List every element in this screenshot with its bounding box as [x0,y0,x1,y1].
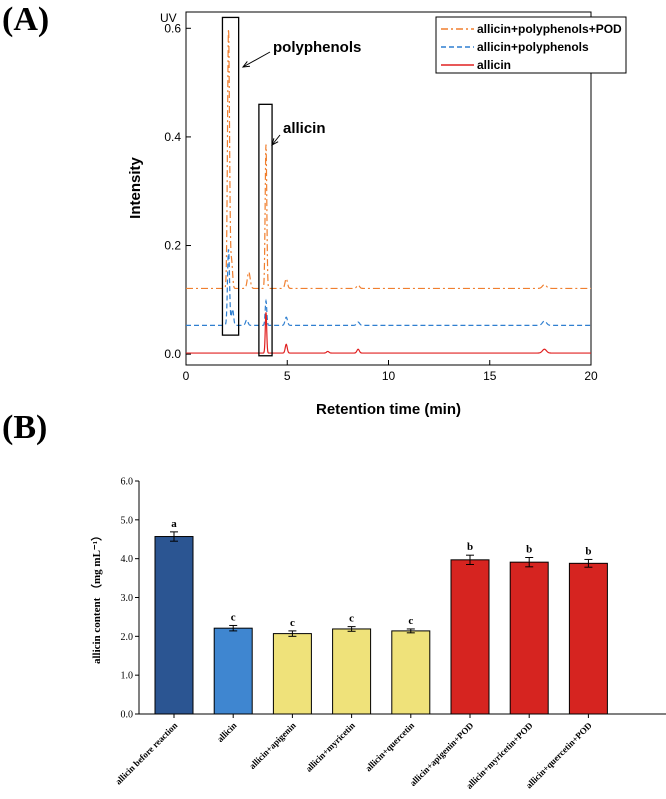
chromatogram-y-tick-label: 0.4 [164,130,181,144]
legend-box [435,16,627,74]
bar-category-label: allicin+apigenin [247,720,298,771]
peak-annotation-group: polyphenols allicin [221,16,361,357]
allicin-content-bar-chart: a c c c c b b b 0.0 1.0 2.0 3.0 4.0 5.0 6.0 allicin be… [90,477,666,791]
significance-letter: b [526,544,532,556]
significance-letter: b [585,545,591,557]
annotation-arrow-line [271,134,281,146]
bar-category-label: allicin+quercetin+POD [524,720,594,790]
bar-chart-y-tick-label: 4.0 [121,554,134,565]
panel-label-b: (B) [2,409,47,446]
panel-label-a: (A) [2,1,49,38]
significance-letter: a [171,518,177,530]
bar-chart-y-tick-label: 5.0 [121,515,134,526]
chromatogram-y-tick-label: 0.6 [164,21,181,35]
significance-letter: c [349,613,354,625]
bar-8 [568,562,608,715]
chromatogram-series-group [186,29,591,354]
bar-category-label: allicin [215,720,239,744]
chromatogram-x-axis-title: Retention time (min) [316,401,461,418]
significance-letter: c [408,615,413,627]
peak-annotation-label: allicin [283,120,326,137]
peak-annotation-label: polyphenols [273,39,361,56]
significance-letter: c [231,611,236,623]
bar-category-label: allicin before reaction [113,720,179,786]
chromatogram-y-axis-title: Intensity [127,157,144,219]
bar-category-label: allicin+apigenin+POD [408,720,476,788]
annotation-arrow-head [271,138,279,147]
peak-highlight-box-1 [221,16,240,336]
bar-chart-y-tick-label: 0.0 [121,710,134,721]
chromatogram-y-tick-label: 0.0 [164,347,181,361]
bar-chart-y-tick-label: 1.0 [121,671,134,682]
significance-letter: b [467,541,473,553]
chromatogram-x-tick-label: 5 [284,369,291,383]
chromatogram-series-line-3 [186,312,591,354]
chromatogram-axes: 0 5 10 15 20 0.0 0.2 0.4 0.6 [164,21,598,383]
bar-7 [509,561,549,715]
chromatogram-legend: allicin+polyphenols+POD allicin+polypheno… [435,16,627,74]
bar-category-label: allicin+myricetin [304,720,357,773]
significance-letter: c [290,617,295,629]
legend-entry-label: allicin+polyphenols [477,40,589,54]
chromatogram-x-tick-label: 15 [483,369,497,383]
chromatogram-x-tick-label: 10 [382,369,396,383]
bar-2 [213,627,253,715]
legend-entry-label: allicin [477,58,511,72]
bar-3 [272,633,312,715]
chromatogram-x-tick-label: 20 [584,369,598,383]
chromatogram-y-tick-label: 0.2 [164,239,181,253]
bar-chart-y-tick-label: 6.0 [121,477,134,488]
annotation-arrow-head [241,61,251,68]
annotation-arrow-line [242,51,271,68]
chromatogram-x-tick-label: 0 [183,369,190,383]
bar-series-group: a c c c c b b b [154,518,608,715]
chromatogram-series-line-1 [186,29,591,290]
peak-highlight-box-2 [258,103,273,357]
bar-category-label: allicin+myricetin+POD [464,720,535,791]
chromatogram-series-line-2 [186,249,591,326]
bar-6 [450,559,490,715]
uv-corner-label: UV [160,11,177,25]
bar-category-label: allicin+quercetin [363,720,416,773]
bar-1 [154,536,194,715]
bar-chart-y-tick-label: 3.0 [121,593,134,604]
legend-entry-label: allicin+polyphenols+POD [477,22,622,36]
bar-4 [332,628,372,715]
bar-chart-y-axis-title: allicin content （mg mL⁻¹） [90,530,103,664]
bar-chart-y-tick-label: 2.0 [121,632,134,643]
bar-5 [391,630,431,715]
